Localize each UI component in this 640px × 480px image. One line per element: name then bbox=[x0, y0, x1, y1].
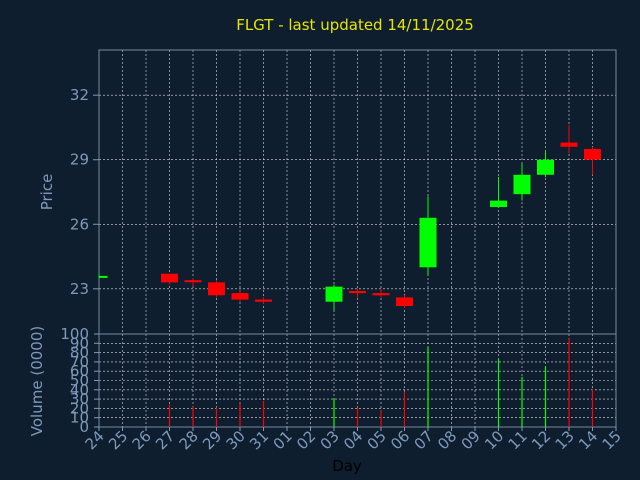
volume-tick-label: 10 bbox=[70, 409, 89, 427]
volume-panel: 0102030405060708090100242526272829303101… bbox=[60, 325, 624, 453]
x-tick-label: 25 bbox=[105, 427, 131, 453]
candle-body bbox=[537, 159, 554, 175]
volume-tick-label: 0 bbox=[79, 418, 89, 436]
x-tick-label: 13 bbox=[552, 427, 578, 453]
candle-body bbox=[99, 275, 108, 278]
x-tick-label: 10 bbox=[481, 427, 507, 453]
volume-tick-label: 50 bbox=[70, 372, 89, 390]
candle-body bbox=[584, 148, 601, 160]
x-tick-label: 05 bbox=[364, 427, 390, 453]
x-tick-label: 30 bbox=[223, 427, 249, 453]
candle-12 bbox=[537, 151, 554, 177]
candle-body bbox=[419, 217, 437, 268]
volume-axis-label: Volume (0000) bbox=[28, 326, 46, 436]
volume-tick-label: 30 bbox=[70, 390, 89, 408]
x-tick-label: 09 bbox=[458, 427, 484, 453]
x-tick-label: 29 bbox=[199, 427, 225, 453]
candle-30 bbox=[231, 290, 249, 302]
candle-body bbox=[349, 290, 366, 294]
x-tick-label: 28 bbox=[176, 427, 202, 453]
candle-05 bbox=[372, 288, 390, 298]
chart-title: FLGT - last updated 14/11/2025 bbox=[236, 16, 474, 34]
x-tick-label: 04 bbox=[340, 427, 366, 453]
price-axis-label: Price bbox=[38, 174, 56, 211]
price-tick-label: 29 bbox=[70, 151, 89, 169]
price-panel: 23 26 29 32 bbox=[70, 49, 617, 335]
volume-tick-label: 40 bbox=[70, 381, 89, 399]
x-tick-label: 31 bbox=[246, 427, 272, 453]
volume-tick-label: 70 bbox=[70, 353, 89, 371]
candle-body bbox=[372, 293, 390, 296]
candle-31 bbox=[255, 297, 272, 304]
candle-07 bbox=[419, 196, 437, 276]
price-tick-label: 26 bbox=[70, 215, 89, 233]
candle-03 bbox=[325, 284, 343, 311]
candle-27 bbox=[161, 273, 178, 285]
x-tick-label: 06 bbox=[387, 427, 413, 453]
candle-body bbox=[231, 293, 249, 300]
x-tick-label: 26 bbox=[129, 427, 155, 453]
volume-tick-label: 20 bbox=[70, 399, 89, 417]
candle-04 bbox=[349, 288, 366, 298]
candle-body bbox=[325, 286, 343, 302]
candle-body bbox=[184, 280, 202, 283]
candle-13 bbox=[560, 125, 578, 154]
volume-tick-label: 80 bbox=[70, 344, 89, 362]
candle-body bbox=[560, 142, 578, 147]
x-tick-label: 08 bbox=[434, 427, 460, 453]
candle-14 bbox=[584, 146, 601, 175]
price-tick-label: 32 bbox=[70, 86, 89, 104]
candle-06 bbox=[396, 295, 413, 309]
volume-tick-label: 100 bbox=[60, 325, 89, 343]
candle-11 bbox=[513, 164, 531, 201]
x-tick-label: 27 bbox=[152, 427, 178, 453]
x-tick-label: 07 bbox=[411, 427, 437, 453]
x-axis-label: Day bbox=[332, 457, 362, 475]
candle-body bbox=[255, 299, 272, 302]
price-tick-label: 23 bbox=[70, 280, 89, 298]
candle-body bbox=[208, 282, 225, 296]
candle-24 bbox=[98, 273, 108, 279]
x-tick-label: 15 bbox=[599, 427, 625, 453]
candle-body bbox=[396, 297, 413, 307]
volume-tick-label: 90 bbox=[70, 334, 89, 352]
x-tick-label: 03 bbox=[317, 427, 343, 453]
x-tick-label: 12 bbox=[528, 427, 554, 453]
candle-29 bbox=[208, 280, 225, 298]
candle-28 bbox=[184, 278, 202, 287]
volume-tick-label: 60 bbox=[70, 362, 89, 380]
x-tick-label: 14 bbox=[575, 427, 601, 453]
candle-body bbox=[490, 200, 507, 208]
candle-body bbox=[161, 273, 178, 283]
candle-body bbox=[513, 174, 531, 195]
candle-10 bbox=[490, 176, 507, 208]
x-tick-label: 02 bbox=[293, 427, 319, 453]
x-tick-label: 11 bbox=[505, 427, 531, 453]
x-tick-label: 01 bbox=[270, 427, 296, 453]
